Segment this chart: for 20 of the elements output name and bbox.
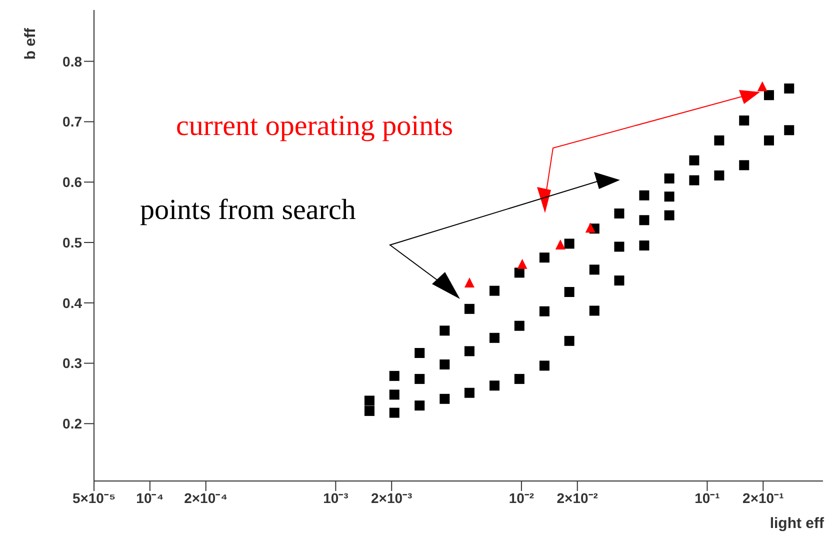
y-tick-label: 0.7 <box>62 114 82 130</box>
x-tick-label: 2×10⁻⁴ <box>184 490 228 506</box>
y-tick-label: 0.3 <box>62 355 82 372</box>
x-tick-label: 10⁻¹ <box>694 490 720 506</box>
x-tick-label: 5×10⁻⁵ <box>72 490 116 506</box>
x-tick-label: 2×10⁻¹ <box>742 490 784 506</box>
x-axis-title: light eff <box>770 515 824 532</box>
annotation: points from search <box>140 194 356 227</box>
y-tick-label: 0.5 <box>62 234 82 250</box>
y-tick-label: 0.8 <box>62 53 82 70</box>
y-tick-label: 0.4 <box>62 294 82 311</box>
x-tick-label: 10⁻⁴ <box>136 490 164 506</box>
y-tick-label: 0.2 <box>62 416 82 432</box>
x-tick-label: 10⁻³ <box>323 490 349 506</box>
y-axis-title: b eff <box>22 28 39 60</box>
annotation: current operating points <box>176 110 454 143</box>
x-tick-label: 10⁻² <box>508 490 534 506</box>
x-tick-label: 2×10⁻² <box>556 490 598 506</box>
x-tick-label: 2×10⁻³ <box>371 490 413 506</box>
y-tick-label: 0.6 <box>62 174 82 190</box>
